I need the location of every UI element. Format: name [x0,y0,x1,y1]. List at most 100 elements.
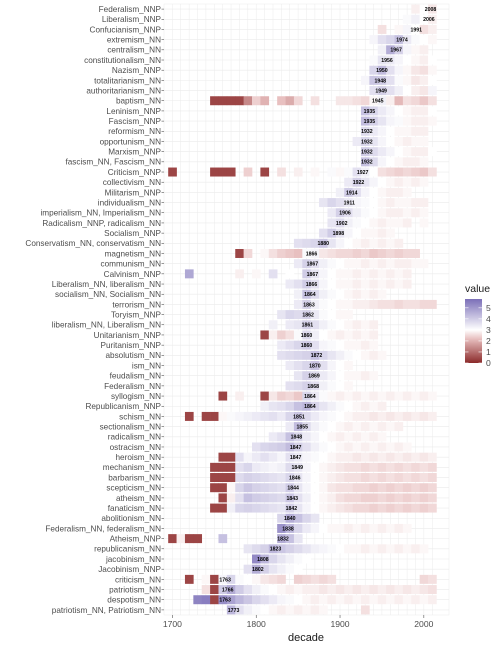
y-axis-label: collectivism_NN [103,178,161,187]
heatmap-cell [360,422,370,432]
heatmap-cell [218,483,228,493]
heatmap-cell [402,96,412,106]
heatmap-cell [386,585,395,595]
heatmap-cell [386,228,395,238]
y-axis-label: scepticism_NN [106,484,161,493]
heatmap-cell [277,442,286,452]
heatmap-cell [419,218,429,228]
first-year-label: 1911 [344,200,355,206]
y-axis-label: Federalism_NN [104,382,161,391]
heatmap-cell [302,554,311,564]
heatmap-cell [268,473,278,483]
heatmap-cell [335,208,345,218]
heatmap-cell [252,595,261,605]
y-axis-label: Fascism_NNP [109,117,162,126]
heatmap-cell [360,238,370,248]
heatmap-cell [428,86,437,96]
heatmap-cell [394,208,404,218]
first-year-label: 1932 [361,139,373,145]
heatmap-cell [210,503,219,513]
heatmap-cell [319,523,328,533]
heatmap-cell [352,249,362,258]
heatmap-cell [360,218,370,228]
first-year-label: 1864 [304,292,316,298]
heatmap-cell [302,523,311,533]
first-year-label: 1949 [375,88,387,94]
heatmap-cell [268,483,278,493]
heatmap-cell [319,493,328,503]
heatmap-cell [369,401,379,411]
heatmap-cell [386,65,395,75]
heatmap-cell [377,136,387,146]
heatmap-cell [377,585,387,595]
heatmap-cell [327,595,337,605]
heatmap-cell [394,187,404,197]
heatmap-cell [386,595,395,605]
y-axis-label: syllogism_NN [111,392,161,401]
heatmap-cell [344,493,353,503]
heatmap-cell [285,442,295,452]
heatmap-cell [226,462,236,472]
heatmap-cell [327,361,337,370]
heatmap-cell [327,585,337,595]
heatmap-cell [344,208,353,218]
heatmap-cell [310,289,320,299]
heatmap-cell [344,228,353,238]
heatmap-cell [419,45,429,55]
heatmap-cell [344,473,353,483]
heatmap-cell [335,279,345,289]
x-tick-label: 2000 [414,619,433,629]
heatmap-cell [360,259,370,269]
heatmap-cell [428,147,437,157]
heatmap-cell [369,157,379,167]
heatmap-cell [377,96,387,106]
heatmap-cell [352,259,362,269]
y-axis-label: totalitarianism_NN [94,76,161,85]
heatmap-cell [243,411,253,421]
heatmap-cell [210,96,219,106]
heatmap-cell [386,462,395,472]
first-year-label: 1773 [228,608,240,614]
heatmap-cell [268,442,278,452]
heatmap-cell [352,228,362,238]
heatmap-cell [428,96,437,106]
heatmap-cell [285,411,295,421]
first-year-label: 1855 [297,425,309,431]
heatmap-cell [327,401,337,411]
heatmap-cell [302,330,311,340]
first-year-label: 1880 [317,241,329,247]
heatmap-cell [310,544,320,554]
heatmap-cell [335,442,345,452]
heatmap-cell [377,116,387,126]
heatmap-cell [352,483,362,493]
y-axis-label: constitutionalism_NN [84,56,161,65]
heatmap-cell [377,462,387,472]
heatmap-cell [394,595,404,605]
heatmap-cell [243,503,253,513]
heatmap-cell [428,411,437,421]
heatmap-cell [327,259,337,269]
heatmap-cell [285,391,295,401]
heatmap-cell [319,503,328,513]
heatmap-cell [352,371,362,381]
first-year-label: 1872 [311,353,323,359]
heatmap-cell [360,187,370,197]
y-axis-label: Liberalism_NNP [102,15,162,24]
heatmap-cell [419,483,429,493]
heatmap-cell [386,116,395,126]
heatmap-cell [327,483,337,493]
first-year-label: 1766 [222,587,234,593]
heatmap-cell [344,595,353,605]
first-year-label: 1849 [292,465,304,471]
heatmap-cell [235,411,244,421]
heatmap-cell [201,411,211,421]
heatmap-cell [210,473,219,483]
heatmap-cell [394,55,404,65]
heatmap-cell [335,330,345,340]
heatmap-cell [302,513,311,523]
heatmap-cell [411,177,420,187]
heatmap-cell [193,595,203,605]
heatmap-cell [394,452,404,462]
heatmap-cell [411,86,420,96]
heatmap-cell [302,473,311,483]
